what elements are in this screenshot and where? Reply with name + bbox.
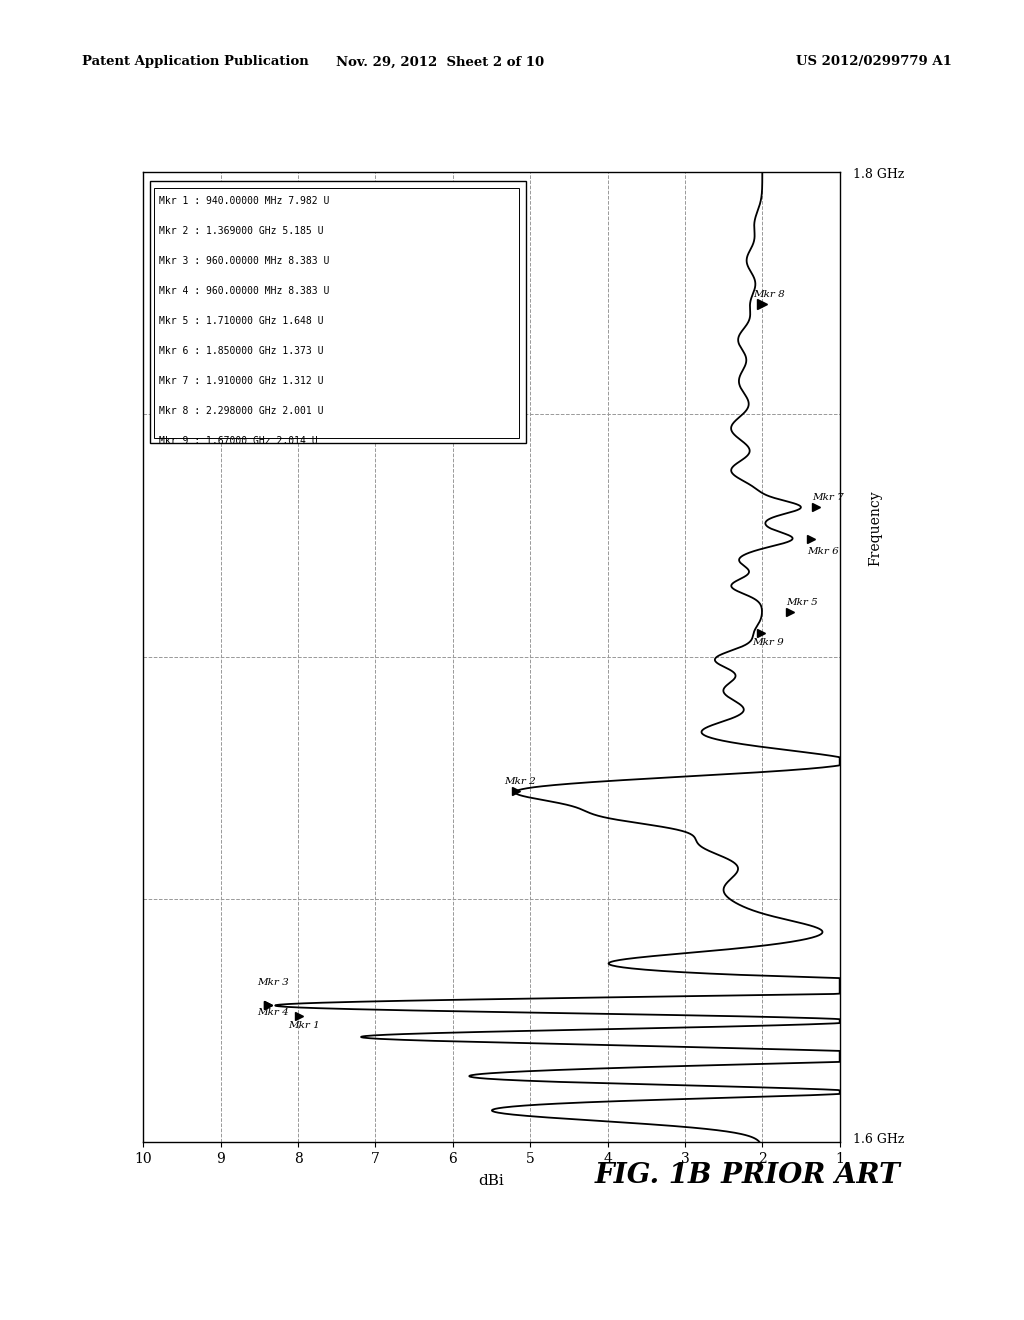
Text: Mkr 2 : 1.369000 GHz 5.185 U: Mkr 2 : 1.369000 GHz 5.185 U — [159, 226, 324, 236]
Text: 1.8 GHz: 1.8 GHz — [853, 168, 904, 181]
Text: Mkr 9: Mkr 9 — [752, 639, 783, 647]
Text: Mkr 7 : 1.910000 GHz 1.312 U: Mkr 7 : 1.910000 GHz 1.312 U — [159, 376, 324, 387]
Text: Frequency: Frequency — [868, 490, 883, 566]
Text: Mkr 3: Mkr 3 — [257, 978, 289, 987]
Text: Mkr 2: Mkr 2 — [504, 776, 536, 785]
Text: Patent Application Publication: Patent Application Publication — [82, 55, 308, 69]
Text: Nov. 29, 2012  Sheet 2 of 10: Nov. 29, 2012 Sheet 2 of 10 — [336, 55, 545, 69]
Text: Mkr 4: Mkr 4 — [257, 1008, 289, 1018]
Text: Mkr 6: Mkr 6 — [807, 546, 839, 556]
Text: 1.6 GHz: 1.6 GHz — [853, 1133, 904, 1146]
Text: Mkr 5: Mkr 5 — [785, 598, 817, 607]
Text: Mkr 7: Mkr 7 — [812, 492, 844, 502]
Text: US 2012/0299779 A1: US 2012/0299779 A1 — [797, 55, 952, 69]
Text: Mkr 8: Mkr 8 — [753, 289, 784, 298]
Text: FIG. 1B PRIOR ART: FIG. 1B PRIOR ART — [595, 1162, 900, 1188]
Text: Mkr 9 : 1.67000 GHz 2.014 U: Mkr 9 : 1.67000 GHz 2.014 U — [159, 437, 317, 446]
Bar — [151, 181, 526, 444]
Text: Mkr 6 : 1.850000 GHz 1.373 U: Mkr 6 : 1.850000 GHz 1.373 U — [159, 346, 324, 356]
Text: Mkr 3 : 960.00000 MHz 8.383 U: Mkr 3 : 960.00000 MHz 8.383 U — [159, 256, 329, 267]
Bar — [154, 187, 519, 438]
Text: Mkr 5 : 1.710000 GHz 1.648 U: Mkr 5 : 1.710000 GHz 1.648 U — [159, 317, 324, 326]
Text: Mkr 1 : 940.00000 MHz 7.982 U: Mkr 1 : 940.00000 MHz 7.982 U — [159, 195, 329, 206]
Text: Mkr 8 : 2.298000 GHz 2.001 U: Mkr 8 : 2.298000 GHz 2.001 U — [159, 407, 324, 416]
Text: Mkr 1: Mkr 1 — [288, 1022, 319, 1030]
Text: Mkr 4 : 960.00000 MHz 8.383 U: Mkr 4 : 960.00000 MHz 8.383 U — [159, 286, 329, 296]
X-axis label: dBi: dBi — [478, 1173, 505, 1188]
